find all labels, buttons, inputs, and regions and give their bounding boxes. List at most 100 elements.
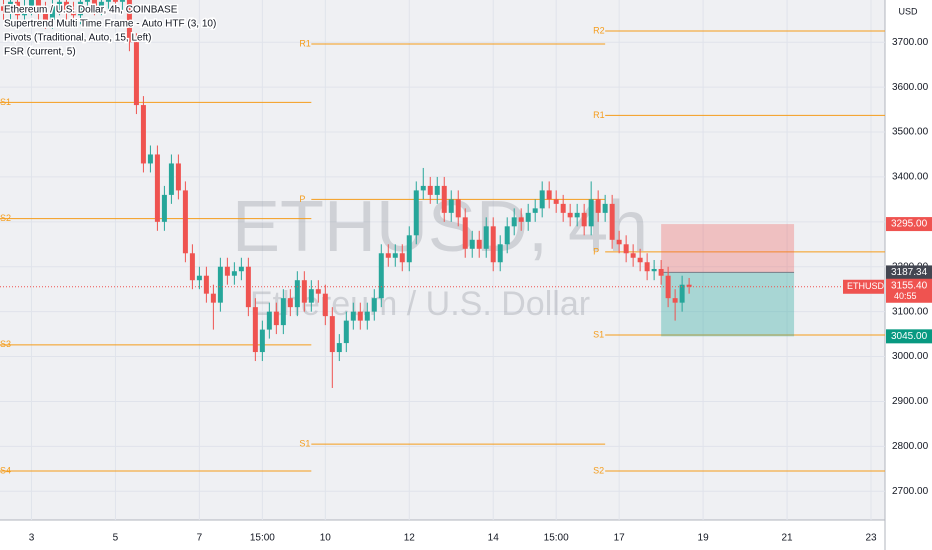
candle-body <box>469 239 475 249</box>
price-label: 3155.40 <box>891 280 928 291</box>
candle-body <box>686 284 692 287</box>
candle-body <box>574 212 580 218</box>
candle-body <box>504 226 510 245</box>
candle-body <box>14 1 20 16</box>
candle-body <box>280 298 286 326</box>
price-label-bg <box>886 329 932 344</box>
candle-body <box>511 217 517 227</box>
candle-body <box>399 253 405 263</box>
candle-body <box>28 0 34 7</box>
candle-body <box>679 284 685 303</box>
candle-body <box>434 185 440 195</box>
candle-body <box>133 42 139 106</box>
y-tick-label: 3600.00 <box>892 82 929 93</box>
profit-zone <box>661 224 795 273</box>
candle-body <box>448 199 454 213</box>
candle-body <box>588 199 594 227</box>
candle-body <box>294 280 300 308</box>
pivot-label: S2 <box>0 213 11 223</box>
x-tick-label: 15:00 <box>250 533 275 544</box>
x-tick-label: 14 <box>488 533 500 544</box>
candle-body <box>322 293 328 317</box>
candle-body <box>413 190 419 236</box>
candle-body <box>98 1 104 7</box>
candle-body <box>49 6 55 20</box>
candle-body <box>595 199 601 213</box>
candle-body <box>651 268 657 272</box>
candle-body <box>462 217 468 249</box>
candle-body <box>245 266 251 308</box>
candle-body <box>665 275 671 299</box>
x-tick-label: 17 <box>614 533 626 544</box>
x-tick-label: 5 <box>113 533 119 544</box>
candle-body <box>539 190 545 209</box>
watermark: Ethereum / U.S. Dollar <box>250 285 590 323</box>
candle-body <box>518 217 524 222</box>
time-axis-bg <box>0 520 885 550</box>
price-label-bg <box>886 278 932 303</box>
candle-body <box>273 311 279 326</box>
y-tick-label: 2700.00 <box>892 486 929 497</box>
candle-body <box>231 271 237 276</box>
candle-body <box>224 266 230 276</box>
candle-body <box>441 185 447 213</box>
legend-entry: Ethereum / U.S. Dollar, 4h, COINBASE <box>4 5 178 16</box>
candle-body <box>196 275 202 281</box>
price-label-bg <box>886 265 932 280</box>
candle-body <box>609 203 615 240</box>
candle-body <box>616 239 622 245</box>
candle-body <box>161 194 167 222</box>
legend-entry: FSR (current, 5) <box>4 47 76 58</box>
candle-body <box>602 203 608 213</box>
candle-body <box>406 235 412 263</box>
pivot-label: P <box>299 194 305 204</box>
candle-body <box>217 266 223 303</box>
candle-body <box>266 311 272 330</box>
candle-body <box>63 1 69 11</box>
candle-body <box>490 226 496 263</box>
candle-body <box>203 275 209 294</box>
candle-body <box>546 190 552 200</box>
candle-body <box>147 154 153 164</box>
x-tick-label: 3 <box>29 533 35 544</box>
candle-body <box>308 289 314 303</box>
candle-body <box>252 307 258 353</box>
candle-body <box>336 343 342 353</box>
price-label: 3295.00 <box>891 219 928 230</box>
candle-body <box>119 0 125 2</box>
price-label-bg <box>886 217 932 232</box>
pivot-label: S4 <box>0 465 11 475</box>
candle-body <box>287 298 293 308</box>
price-label: 3045.00 <box>891 331 928 342</box>
candle-body <box>21 6 27 16</box>
legend-entry: Pivots (Traditional, Auto, 15, Left) <box>4 33 151 44</box>
pivot-label: R1 <box>299 38 311 48</box>
y-tick-label: 2800.00 <box>892 441 929 452</box>
symbol-label: ETHUSD <box>847 281 885 291</box>
x-tick-label: 7 <box>197 533 203 544</box>
candle-body <box>140 105 146 164</box>
candle-body <box>497 244 503 263</box>
price-label: 3187.34 <box>891 267 928 278</box>
candle-body <box>112 0 118 2</box>
candle-body <box>301 280 307 303</box>
candle-body <box>658 268 664 276</box>
candle-body <box>77 1 83 16</box>
pivot-label: P <box>593 246 599 256</box>
currency: USD <box>898 6 918 16</box>
x-tick-label: 12 <box>404 533 416 544</box>
candle-body <box>455 199 461 218</box>
candle-body <box>343 320 349 344</box>
candle-body <box>175 163 181 191</box>
candle-body <box>637 257 643 263</box>
candle-body <box>567 212 573 218</box>
x-tick-label: 10 <box>320 533 332 544</box>
candle-body <box>189 253 195 281</box>
y-tick-label: 3100.00 <box>892 306 929 317</box>
candle-body <box>581 212 587 227</box>
y-tick-label: 2900.00 <box>892 396 929 407</box>
candle-body <box>7 1 13 11</box>
y-tick-label: 3400.00 <box>892 172 929 183</box>
candle-body <box>56 1 62 7</box>
